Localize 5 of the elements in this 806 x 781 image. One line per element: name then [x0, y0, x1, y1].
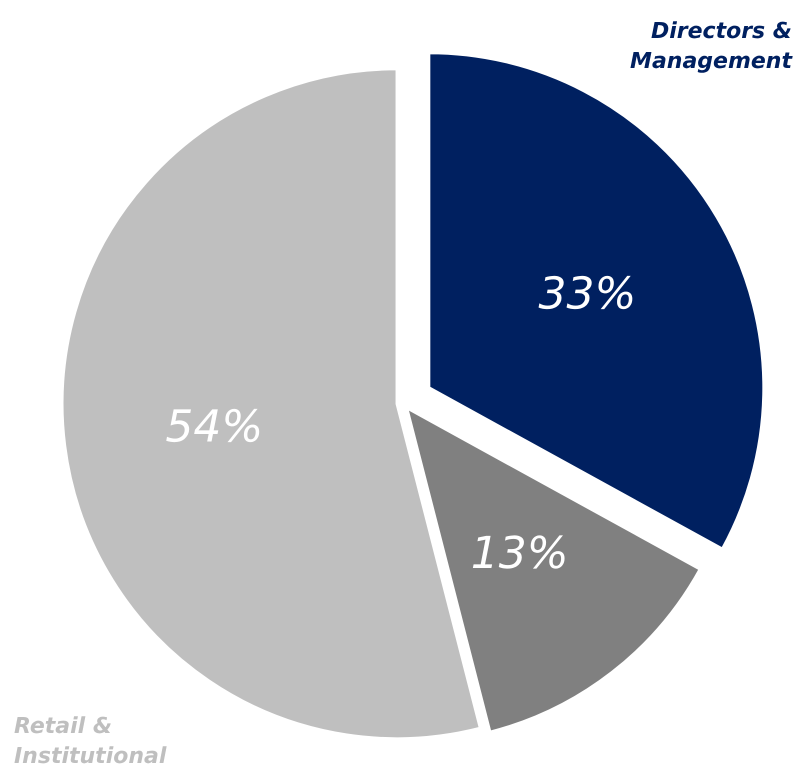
data-label: 54% [165, 401, 264, 452]
slice-label: Retail & Institutional [14, 714, 167, 769]
data-label: 13% [470, 528, 569, 579]
data-label: 33% [538, 268, 636, 320]
slice-label: Directors & Management [630, 19, 794, 74]
